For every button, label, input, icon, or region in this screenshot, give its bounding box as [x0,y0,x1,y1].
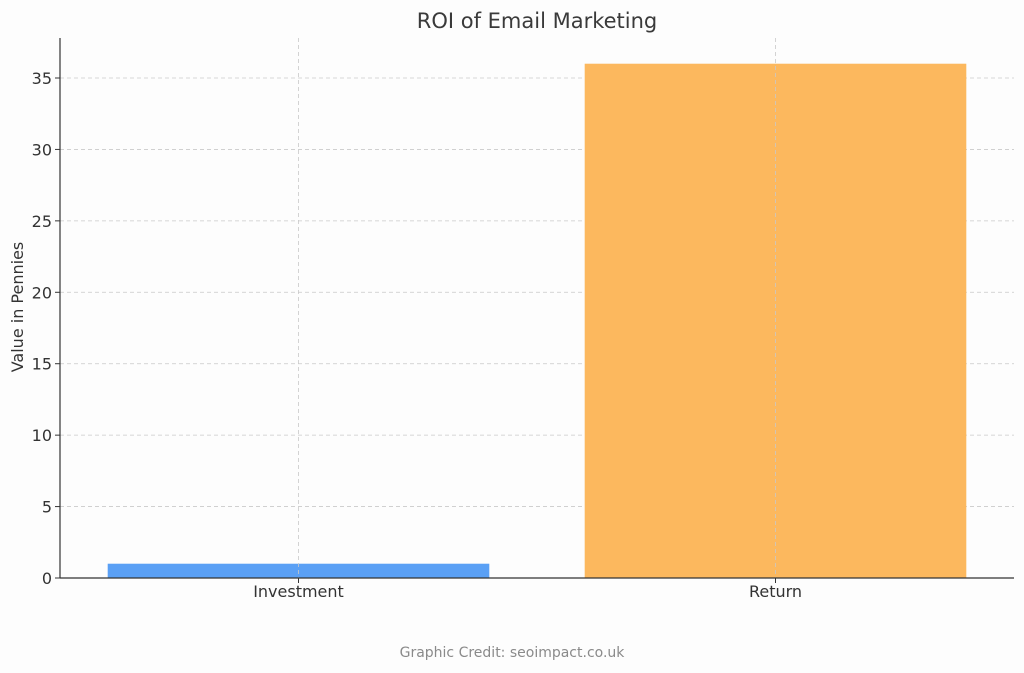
grid [60,77,1014,507]
y-tick-label: 25 [32,212,52,231]
x-tick-label: Investment [253,582,344,601]
graphic-credit: Graphic Credit: seoimpact.co.uk [400,645,626,661]
y-ticks: 0 5 10 15 20 25 30 35 [32,69,60,588]
x-tick-label: Return [749,582,802,601]
y-tick-label: 0 [42,569,52,588]
y-tick-label: 5 [42,498,52,517]
y-tick-label: 15 [32,355,52,374]
y-axis-label: Value in Pennies [8,242,27,373]
y-tick-label: 10 [32,426,52,445]
x-ticks: Investment Return [253,578,802,601]
y-tick-label: 20 [32,283,52,302]
bars [107,38,967,578]
y-tick-label: 30 [32,140,52,159]
axes [59,38,1014,579]
y-tick-label: 35 [32,69,52,88]
chart-title: ROI of Email Marketing [417,9,658,33]
